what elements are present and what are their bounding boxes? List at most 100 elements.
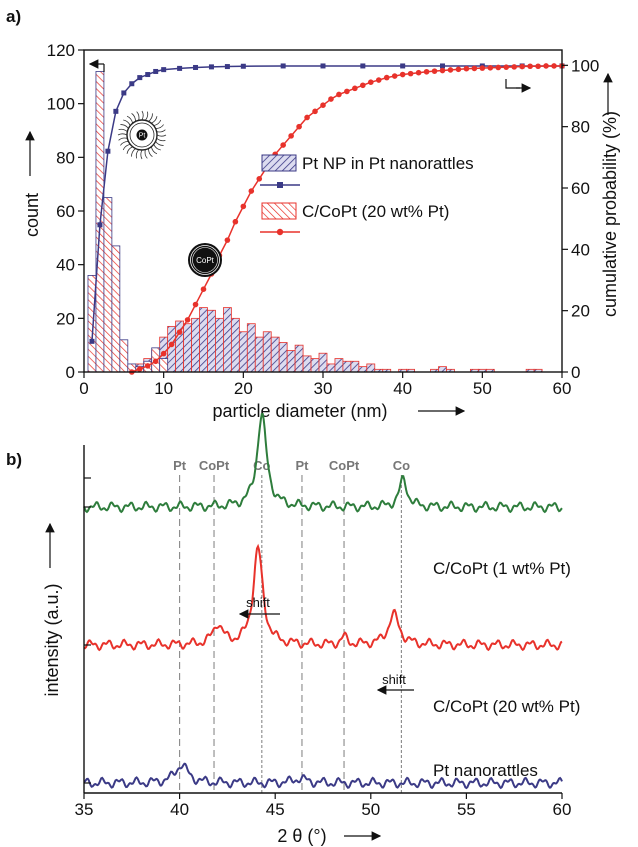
shift-annotation-1: shift xyxy=(246,595,270,610)
pt-np-hist-bar xyxy=(111,245,121,373)
copt-hist-bar xyxy=(342,360,352,373)
pt-np-cumulative-point xyxy=(193,64,199,70)
copt-cumulative-point xyxy=(375,77,382,83)
copt-cumulative-point xyxy=(391,73,398,79)
panel-a-ytick-left-label: 20 xyxy=(56,309,75,328)
copt-cumulative-point xyxy=(240,203,247,210)
panel-a-ytick-right-label: 100 xyxy=(571,56,599,75)
copt-cumulative-point xyxy=(495,64,502,71)
copt-cumulative-point xyxy=(511,64,517,70)
copt-cumulative-point xyxy=(551,63,557,69)
panel-a-ylabel-left: count xyxy=(22,193,42,237)
pt-np-cumulative-point xyxy=(129,81,135,87)
copt-cumulative-point xyxy=(312,108,318,115)
copt-cumulative-point xyxy=(336,91,342,98)
copt-hist-bar xyxy=(262,331,272,373)
panel-a-xtick-label: 10 xyxy=(154,379,173,398)
copt-particle-icon: CoPt xyxy=(188,243,222,277)
legend-label-pt-np: Pt NP in Pt nanorattles xyxy=(302,154,474,173)
copt-cumulative-point xyxy=(527,63,533,70)
pt-np-cumulative-point xyxy=(280,63,286,69)
pt-np-cumulative-point xyxy=(121,90,127,96)
copt-hist-bar xyxy=(278,342,288,373)
legend-marker-pt-np xyxy=(277,182,283,188)
legend-swatch-copt xyxy=(261,202,297,220)
copt-hist-bar xyxy=(215,317,224,373)
pt-np-hist-bar xyxy=(119,339,129,373)
legend-label-copt: C/CoPt (20 wt% Pt) xyxy=(302,202,449,221)
panel-b-xtick-label: 45 xyxy=(266,800,285,819)
panel-a-ytick-right-label: 0 xyxy=(571,363,580,382)
copt-cumulative-point xyxy=(503,64,510,70)
copt-cumulative-point xyxy=(352,85,358,92)
panel-a-xtick-label: 0 xyxy=(79,379,88,398)
panel-a-ytick-left-label: 100 xyxy=(47,95,75,114)
reference-label-pt: Pt xyxy=(173,458,187,473)
copt-hist-bar xyxy=(238,331,248,373)
copt-icon-label: CoPt xyxy=(196,256,215,265)
copt-cumulative-point xyxy=(168,341,175,348)
pt-icon-label: Pt xyxy=(139,133,146,140)
copt-hist-bar xyxy=(246,323,256,373)
copt-cumulative-point xyxy=(256,176,263,182)
panel-a-legend: Pt NP in Pt nanorattles C/CoPt (20 wt% P… xyxy=(260,154,474,236)
copt-cumulative-point xyxy=(368,79,374,85)
pattern-label-copt-1: C/CoPt (1 wt% Pt) xyxy=(433,559,571,578)
panel-b-xtick-label: 40 xyxy=(170,800,189,819)
copt-cumulative-point xyxy=(184,317,191,323)
panel-b-xtick-label: 50 xyxy=(361,800,380,819)
panel-a-histograms xyxy=(87,71,543,373)
copt-cumulative-point xyxy=(192,301,199,308)
copt-hist-bar xyxy=(167,325,177,373)
pt-np-hist-bar xyxy=(103,197,113,373)
copt-cumulative-point xyxy=(479,65,486,71)
xrd-pattern-2 xyxy=(83,762,563,790)
panel-a-xlabel: particle diameter (nm) xyxy=(212,401,387,421)
copt-cumulative-point xyxy=(535,63,541,70)
copt-cumulative-point xyxy=(487,64,494,71)
pt-np-cumulative-point xyxy=(224,64,230,70)
copt-cumulative-point xyxy=(407,70,414,77)
pt-np-cumulative-point xyxy=(89,338,95,344)
copt-cumulative-point xyxy=(328,96,334,102)
panel-b-patterns xyxy=(83,413,563,790)
pt-np-cumulative-point xyxy=(440,63,445,69)
panel-a-ytick-right-label: 20 xyxy=(571,302,590,321)
copt-hist-bar xyxy=(310,358,320,373)
xrd-pattern-1 xyxy=(83,543,563,652)
shift-annotation-2: shift xyxy=(382,672,406,687)
copt-cumulative-point xyxy=(344,88,350,95)
copt-cumulative-point xyxy=(232,218,239,225)
reference-label-pt: Pt xyxy=(295,458,309,473)
panel-a-label: a) xyxy=(6,7,21,26)
pattern-label-copt-20: C/CoPt (20 wt% Pt) xyxy=(433,697,580,716)
copt-hist-bar xyxy=(286,350,296,373)
copt-hist-bar xyxy=(270,336,280,373)
copt-cumulative-point xyxy=(471,65,478,72)
panel-a-ytick-right-label: 60 xyxy=(571,179,590,198)
copt-hist-bar xyxy=(358,366,368,373)
panel-a-xtick-label: 20 xyxy=(234,379,253,398)
copt-cumulative-point xyxy=(399,71,406,78)
pt-np-cumulative-point xyxy=(161,67,167,73)
copt-hist-bar xyxy=(350,360,360,373)
pt-np-cumulative-point xyxy=(240,63,246,69)
panel-a-ytick-right-label: 40 xyxy=(571,240,590,259)
copt-cumulative-point xyxy=(543,63,549,69)
pt-np-hist-bar xyxy=(159,358,169,373)
pt-np-cumulative-point xyxy=(145,72,151,78)
panel-b-xtick-label: 60 xyxy=(553,800,572,819)
pt-np-cumulative-point xyxy=(113,108,119,114)
panel-a-ytick-left-label: 0 xyxy=(66,363,75,382)
pt-np-cumulative-point xyxy=(320,63,326,69)
copt-hist-bar xyxy=(302,355,312,373)
copt-cumulative-point xyxy=(447,67,454,73)
copt-hist-bar xyxy=(183,323,192,373)
copt-cumulative-point xyxy=(415,69,422,76)
pt-np-cumulative-point xyxy=(137,75,143,81)
copt-cumulative-point xyxy=(296,123,302,130)
copt-cumulative-point xyxy=(360,82,366,89)
copt-cumulative-point xyxy=(176,329,183,335)
panel-b-xtick-label: 35 xyxy=(75,800,94,819)
